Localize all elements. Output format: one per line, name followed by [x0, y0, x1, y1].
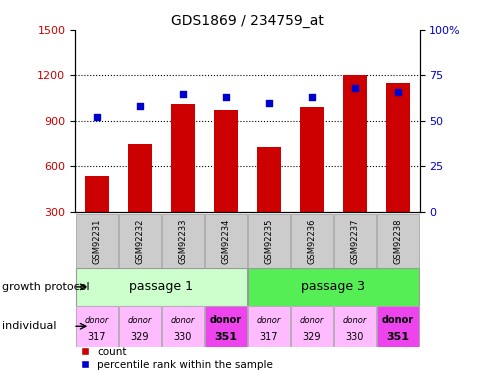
Text: donor: donor: [256, 316, 281, 324]
Bar: [257, 147, 280, 257]
Text: GSM92238: GSM92238: [393, 218, 402, 264]
Text: donor: donor: [342, 316, 366, 324]
Bar: [76, 268, 246, 306]
Text: growth protocol: growth protocol: [2, 282, 90, 292]
Bar: [119, 214, 161, 268]
Point: [179, 91, 186, 97]
Bar: [204, 306, 246, 347]
Bar: [76, 214, 118, 268]
Text: GSM92232: GSM92232: [135, 218, 144, 264]
Bar: [385, 83, 409, 257]
Text: 351: 351: [386, 332, 408, 342]
Bar: [290, 306, 333, 347]
Bar: [204, 214, 246, 268]
Point: [264, 100, 272, 106]
Text: passage 3: passage 3: [301, 280, 364, 293]
Bar: [333, 214, 375, 268]
Text: donor: donor: [381, 315, 413, 325]
Text: GSM92231: GSM92231: [92, 218, 101, 264]
Bar: [247, 268, 418, 306]
Text: donor: donor: [170, 316, 195, 324]
Bar: [290, 214, 333, 268]
Text: 317: 317: [87, 332, 106, 342]
Text: 317: 317: [259, 332, 277, 342]
Text: 330: 330: [345, 332, 363, 342]
Bar: [342, 75, 366, 257]
Text: 330: 330: [173, 332, 192, 342]
Title: GDS1869 / 234759_at: GDS1869 / 234759_at: [170, 13, 323, 28]
Point: [307, 94, 315, 100]
Text: GSM92236: GSM92236: [307, 218, 316, 264]
Point: [136, 104, 143, 110]
Bar: [376, 214, 418, 268]
Bar: [170, 104, 194, 257]
Point: [222, 94, 229, 100]
Bar: [76, 306, 118, 347]
Bar: [333, 306, 375, 347]
Text: 329: 329: [302, 332, 320, 342]
Text: GSM92234: GSM92234: [221, 218, 230, 264]
Text: GSM92237: GSM92237: [350, 218, 359, 264]
Text: GSM92233: GSM92233: [178, 218, 187, 264]
Bar: [119, 306, 161, 347]
Text: individual: individual: [2, 321, 57, 331]
Text: donor: donor: [127, 316, 151, 324]
Text: donor: donor: [84, 316, 109, 324]
Point: [92, 114, 100, 120]
Bar: [300, 107, 323, 257]
Legend: count, percentile rank within the sample: count, percentile rank within the sample: [80, 346, 272, 370]
Bar: [247, 214, 289, 268]
Text: donor: donor: [299, 316, 323, 324]
Bar: [247, 306, 289, 347]
Text: donor: donor: [210, 315, 242, 325]
Bar: [376, 306, 418, 347]
Bar: [128, 144, 151, 257]
Text: GSM92235: GSM92235: [264, 218, 273, 264]
Point: [350, 85, 358, 91]
Text: 329: 329: [130, 332, 149, 342]
Bar: [85, 176, 108, 257]
Text: 351: 351: [214, 332, 237, 342]
Bar: [161, 214, 203, 268]
Point: [393, 89, 401, 95]
Bar: [161, 306, 203, 347]
Text: passage 1: passage 1: [129, 280, 193, 293]
Bar: [213, 110, 237, 257]
